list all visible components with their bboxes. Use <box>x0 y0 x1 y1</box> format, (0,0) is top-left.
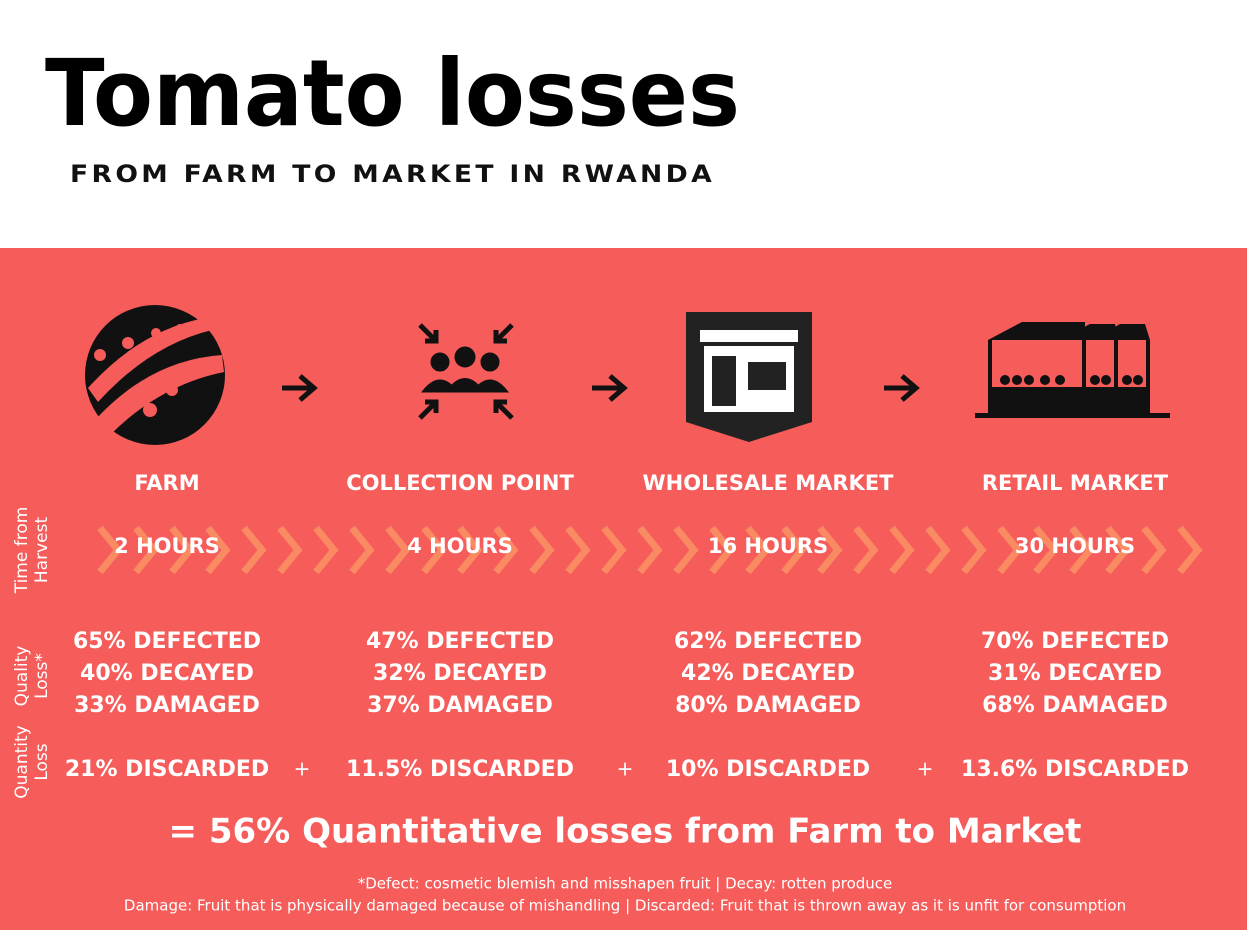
title: Tomato losses <box>45 40 740 147</box>
chevron <box>853 525 879 575</box>
chevron <box>1141 525 1167 575</box>
row-label-line: Loss <box>32 743 52 780</box>
stage-name: COLLECTION POINT <box>346 471 574 495</box>
decayed: 31% DECAYED <box>988 661 1162 686</box>
time-from-harvest: 2 HOURS <box>114 534 220 558</box>
chevron <box>961 525 987 575</box>
collection-icon <box>418 323 514 420</box>
chevron <box>133 525 159 575</box>
row-label-time: Time from Harvest <box>12 507 52 595</box>
chevron <box>565 525 591 575</box>
chevron <box>817 525 843 575</box>
chevron <box>421 525 447 575</box>
defected: 70% DEFECTED <box>981 629 1169 654</box>
row-label-line: Quality <box>12 646 32 707</box>
chevron <box>925 525 951 575</box>
farm-icon <box>85 305 225 445</box>
chevron <box>601 525 627 575</box>
discarded: 11.5% DISCARDED <box>346 757 574 782</box>
chevron <box>1069 525 1095 575</box>
stage-name: WHOLESALE MARKET <box>643 471 895 495</box>
decayed: 42% DECAYED <box>681 661 855 686</box>
chevron <box>241 525 267 575</box>
wholesale-icon <box>686 312 812 442</box>
defected: 65% DEFECTED <box>73 629 261 654</box>
row-label-line: Time from <box>12 507 32 595</box>
retail-icon <box>975 322 1170 418</box>
chevron <box>349 525 375 575</box>
chevron <box>205 525 231 575</box>
chevron <box>709 525 735 575</box>
row-label-line: Loss* <box>32 653 52 699</box>
footnote: *Defect: cosmetic blemish and misshapen … <box>358 875 893 893</box>
time-from-harvest: 4 HOURS <box>407 534 513 558</box>
discarded: 21% DISCARDED <box>65 757 269 782</box>
chevron <box>889 525 915 575</box>
plus: + <box>294 757 311 781</box>
discarded: 13.6% DISCARDED <box>961 757 1189 782</box>
plus: + <box>617 757 634 781</box>
chevron <box>529 525 555 575</box>
decayed: 40% DECAYED <box>80 661 254 686</box>
total: = 56% Quantitative losses from Farm to M… <box>169 812 1082 852</box>
chevron-band <box>97 525 1203 575</box>
chevron <box>781 525 807 575</box>
arrow <box>592 374 628 402</box>
chevron <box>457 525 483 575</box>
plus: + <box>917 757 934 781</box>
chevron <box>493 525 519 575</box>
defected: 62% DEFECTED <box>674 629 862 654</box>
row-label-quantity: Quantity Loss <box>12 725 52 798</box>
chevron <box>637 525 663 575</box>
damaged: 33% DAMAGED <box>74 693 260 718</box>
time-from-harvest: 16 HOURS <box>708 534 828 558</box>
arrow <box>282 374 318 402</box>
subtitle: FROM FARM TO MARKET IN RWANDA <box>70 160 715 188</box>
stage-name: RETAIL MARKET <box>982 471 1169 495</box>
discarded: 10% DISCARDED <box>666 757 870 782</box>
chevron <box>385 525 411 575</box>
decayed: 32% DECAYED <box>373 661 547 686</box>
chevron <box>313 525 339 575</box>
chevron <box>97 525 123 575</box>
chevron <box>673 525 699 575</box>
chevron <box>1177 525 1203 575</box>
time-from-harvest: 30 HOURS <box>1015 534 1135 558</box>
chevron <box>1033 525 1059 575</box>
chevron <box>997 525 1023 575</box>
damaged: 37% DAMAGED <box>367 693 553 718</box>
defected: 47% DEFECTED <box>366 629 554 654</box>
row-label-line: Quantity <box>12 725 32 798</box>
chevron <box>745 525 771 575</box>
damaged: 80% DAMAGED <box>675 693 861 718</box>
chevron <box>277 525 303 575</box>
damaged: 68% DAMAGED <box>982 693 1168 718</box>
arrow <box>884 374 920 402</box>
footnote: Damage: Fruit that is physically damaged… <box>124 897 1126 915</box>
stage-name: FARM <box>134 471 199 495</box>
row-label-quality: Quality Loss* <box>12 646 52 707</box>
row-label-line: Harvest <box>32 517 52 584</box>
chevron <box>169 525 195 575</box>
chevron <box>1105 525 1131 575</box>
